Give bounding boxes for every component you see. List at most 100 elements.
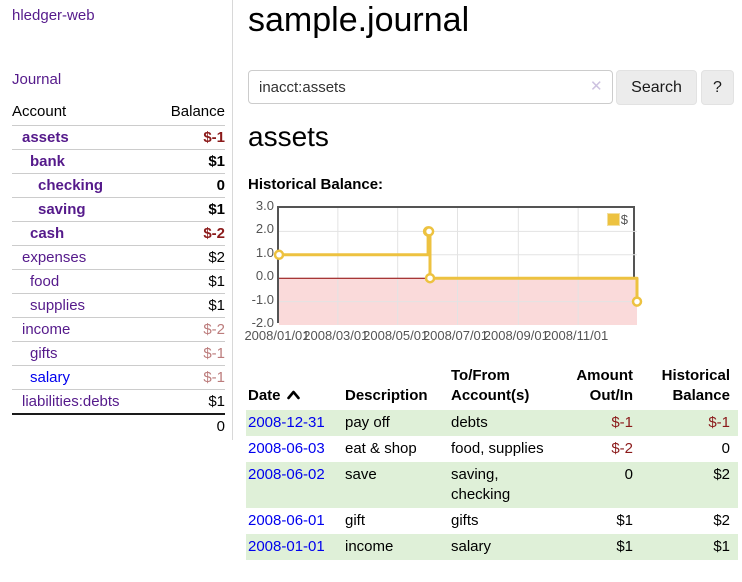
account-balance-cell: $1 [153,293,225,318]
account-row: saving $1 [12,197,225,222]
transaction-date-link[interactable]: 2008-06-01 [248,512,325,529]
accounts-cell: saving, checking [449,462,561,508]
transaction-row: 2008-01-01 income salary $1 $1 [246,534,738,560]
column-header-description: Description [345,387,428,404]
account-balance-cell: $1 [153,269,225,294]
account-balance-cell: $1 [153,389,225,414]
account-row: checking 0 [12,173,225,198]
data-point-marker [423,226,435,237]
transaction-date-link[interactable]: 2008-06-03 [248,440,325,457]
account-heading: assets [248,121,329,152]
sidebar-account-link[interactable]: food [30,273,60,290]
sidebar-account-link[interactable]: salary [30,369,71,386]
data-point-marker [631,296,643,307]
sort-ascending-icon [286,386,300,406]
sidebar-account-link[interactable]: gifts [30,345,58,362]
date-header-label: Date [248,387,281,404]
transaction-row: 2008-06-02 save saving, checking 0 $2 [246,462,738,508]
column-header-accounts: To/From Account(s) [451,367,530,404]
sidebar-item-journal[interactable]: Journal [12,71,62,88]
column-header-balance: Historical Balance [661,367,730,404]
accounts-total-balance: 0 [153,412,225,438]
legend-label: $ [620,212,628,227]
account-row: gifts $-1 [12,341,225,366]
accounts-cell: food, supplies [451,440,544,457]
account-balance-cell: $1 [153,149,225,174]
x-axis-tick-label: 2008/01/01 [244,328,310,343]
accounts-header-row: Account Balance [12,100,225,126]
account-balance-cell: $2 [153,245,225,270]
help-button[interactable]: ? [701,70,734,105]
y-axis-tick-label: 3.0 [255,198,274,213]
date-cell: 2008-06-01 [246,508,343,534]
balance-cell: $-1 [641,410,738,436]
account-balance-cell: $-1 [153,125,225,150]
description-cell: income [343,534,449,560]
account-row: supplies $1 [12,293,225,318]
account-name-cell: saving [12,197,154,222]
account-balance-cell: $1 [153,197,225,222]
account-name-cell: liabilities:debts [12,389,154,414]
account-name-cell: checking [12,173,154,198]
sidebar-account-link[interactable]: assets [22,129,69,146]
app-title-link[interactable]: hledger-web [12,7,95,24]
date-cell: 2008-06-03 [246,436,343,462]
description-cell: pay off [343,410,449,436]
account-name-cell: gifts [12,341,154,366]
accounts-total-row: 0 [12,412,225,438]
account-name-cell: cash [12,221,154,246]
balance-cell: $1 [641,534,738,560]
accounts-cell: salary [449,534,561,560]
amount-cell: $-1 [561,410,641,436]
account-row: expenses $2 [12,245,225,270]
account-name-cell: assets [12,125,154,150]
account-row: food $1 [12,269,225,294]
balance-cell: 0 [721,440,730,457]
transaction-date-link[interactable]: 2008-12-31 [248,414,325,431]
search-input[interactable] [248,70,613,104]
accounts-header-account: Account [12,103,67,120]
description-cell: eat & shop [345,440,417,457]
sidebar-account-link[interactable]: income [22,321,71,338]
sidebar-account-link[interactable]: checking [38,177,104,194]
sidebar-account-link[interactable]: liabilities:debts [22,392,120,410]
data-point-marker [273,249,285,261]
legend-swatch-icon [606,213,620,226]
historical-balance-chart: $ 3.0 2.0 1.0 0.0 -1.0 -2.0 2008/01/01 2008/03… [244,198,708,348]
amount-cell: $-2 [611,440,633,457]
transaction-date-link[interactable]: 2008-01-01 [248,538,325,555]
search-button[interactable]: Search [616,70,697,105]
account-row: assets $-1 [12,125,225,150]
sidebar-account-link[interactable]: bank [30,153,66,170]
account-name-cell: income [12,317,154,342]
clear-search-icon[interactable]: ✕ [590,78,603,95]
sidebar-account-link[interactable]: supplies [30,297,86,314]
account-balance-cell: $-1 [153,341,225,366]
account-name-cell: bank [12,149,154,174]
sidebar-account-link[interactable]: cash [30,225,65,242]
accounts-header-balance: Balance [170,103,225,120]
y-axis-tick-label: 2.0 [255,221,274,237]
sidebar-account-link[interactable]: expenses [22,249,87,266]
x-axis-tick-label: 2008/03/01 [303,328,369,343]
chart-legend: $ [606,212,628,227]
transaction-row: 2008-06-01 gift gifts $1 $2 [246,508,738,534]
sidebar-account-link[interactable]: saving [38,201,86,218]
date-cell: 2008-12-31 [246,410,343,436]
chart-plot-area: $ [273,206,643,325]
y-axis-tick-label: 1.0 [255,244,274,260]
chart-title: Historical Balance: [248,176,384,193]
description-cell: save [343,462,449,508]
column-header-date[interactable]: Date [246,364,343,410]
transaction-row: 2008-12-31 pay off debts $-1 $-1 [246,410,738,436]
transaction-date-link[interactable]: 2008-06-02 [248,466,325,483]
amount-cell: $1 [561,534,641,560]
register-table: Date Description To/From Account(s) Amou… [246,364,738,560]
account-balance-cell: $-1 [153,365,225,390]
y-axis-tick-label: 0.0 [255,268,274,284]
account-row: cash $-2 [12,221,225,246]
x-axis-tick-label: 2008/05/01 [363,328,429,343]
description-cell: gift [345,512,366,529]
sidebar: hledger-web Journal Account Balance asse… [0,0,233,440]
